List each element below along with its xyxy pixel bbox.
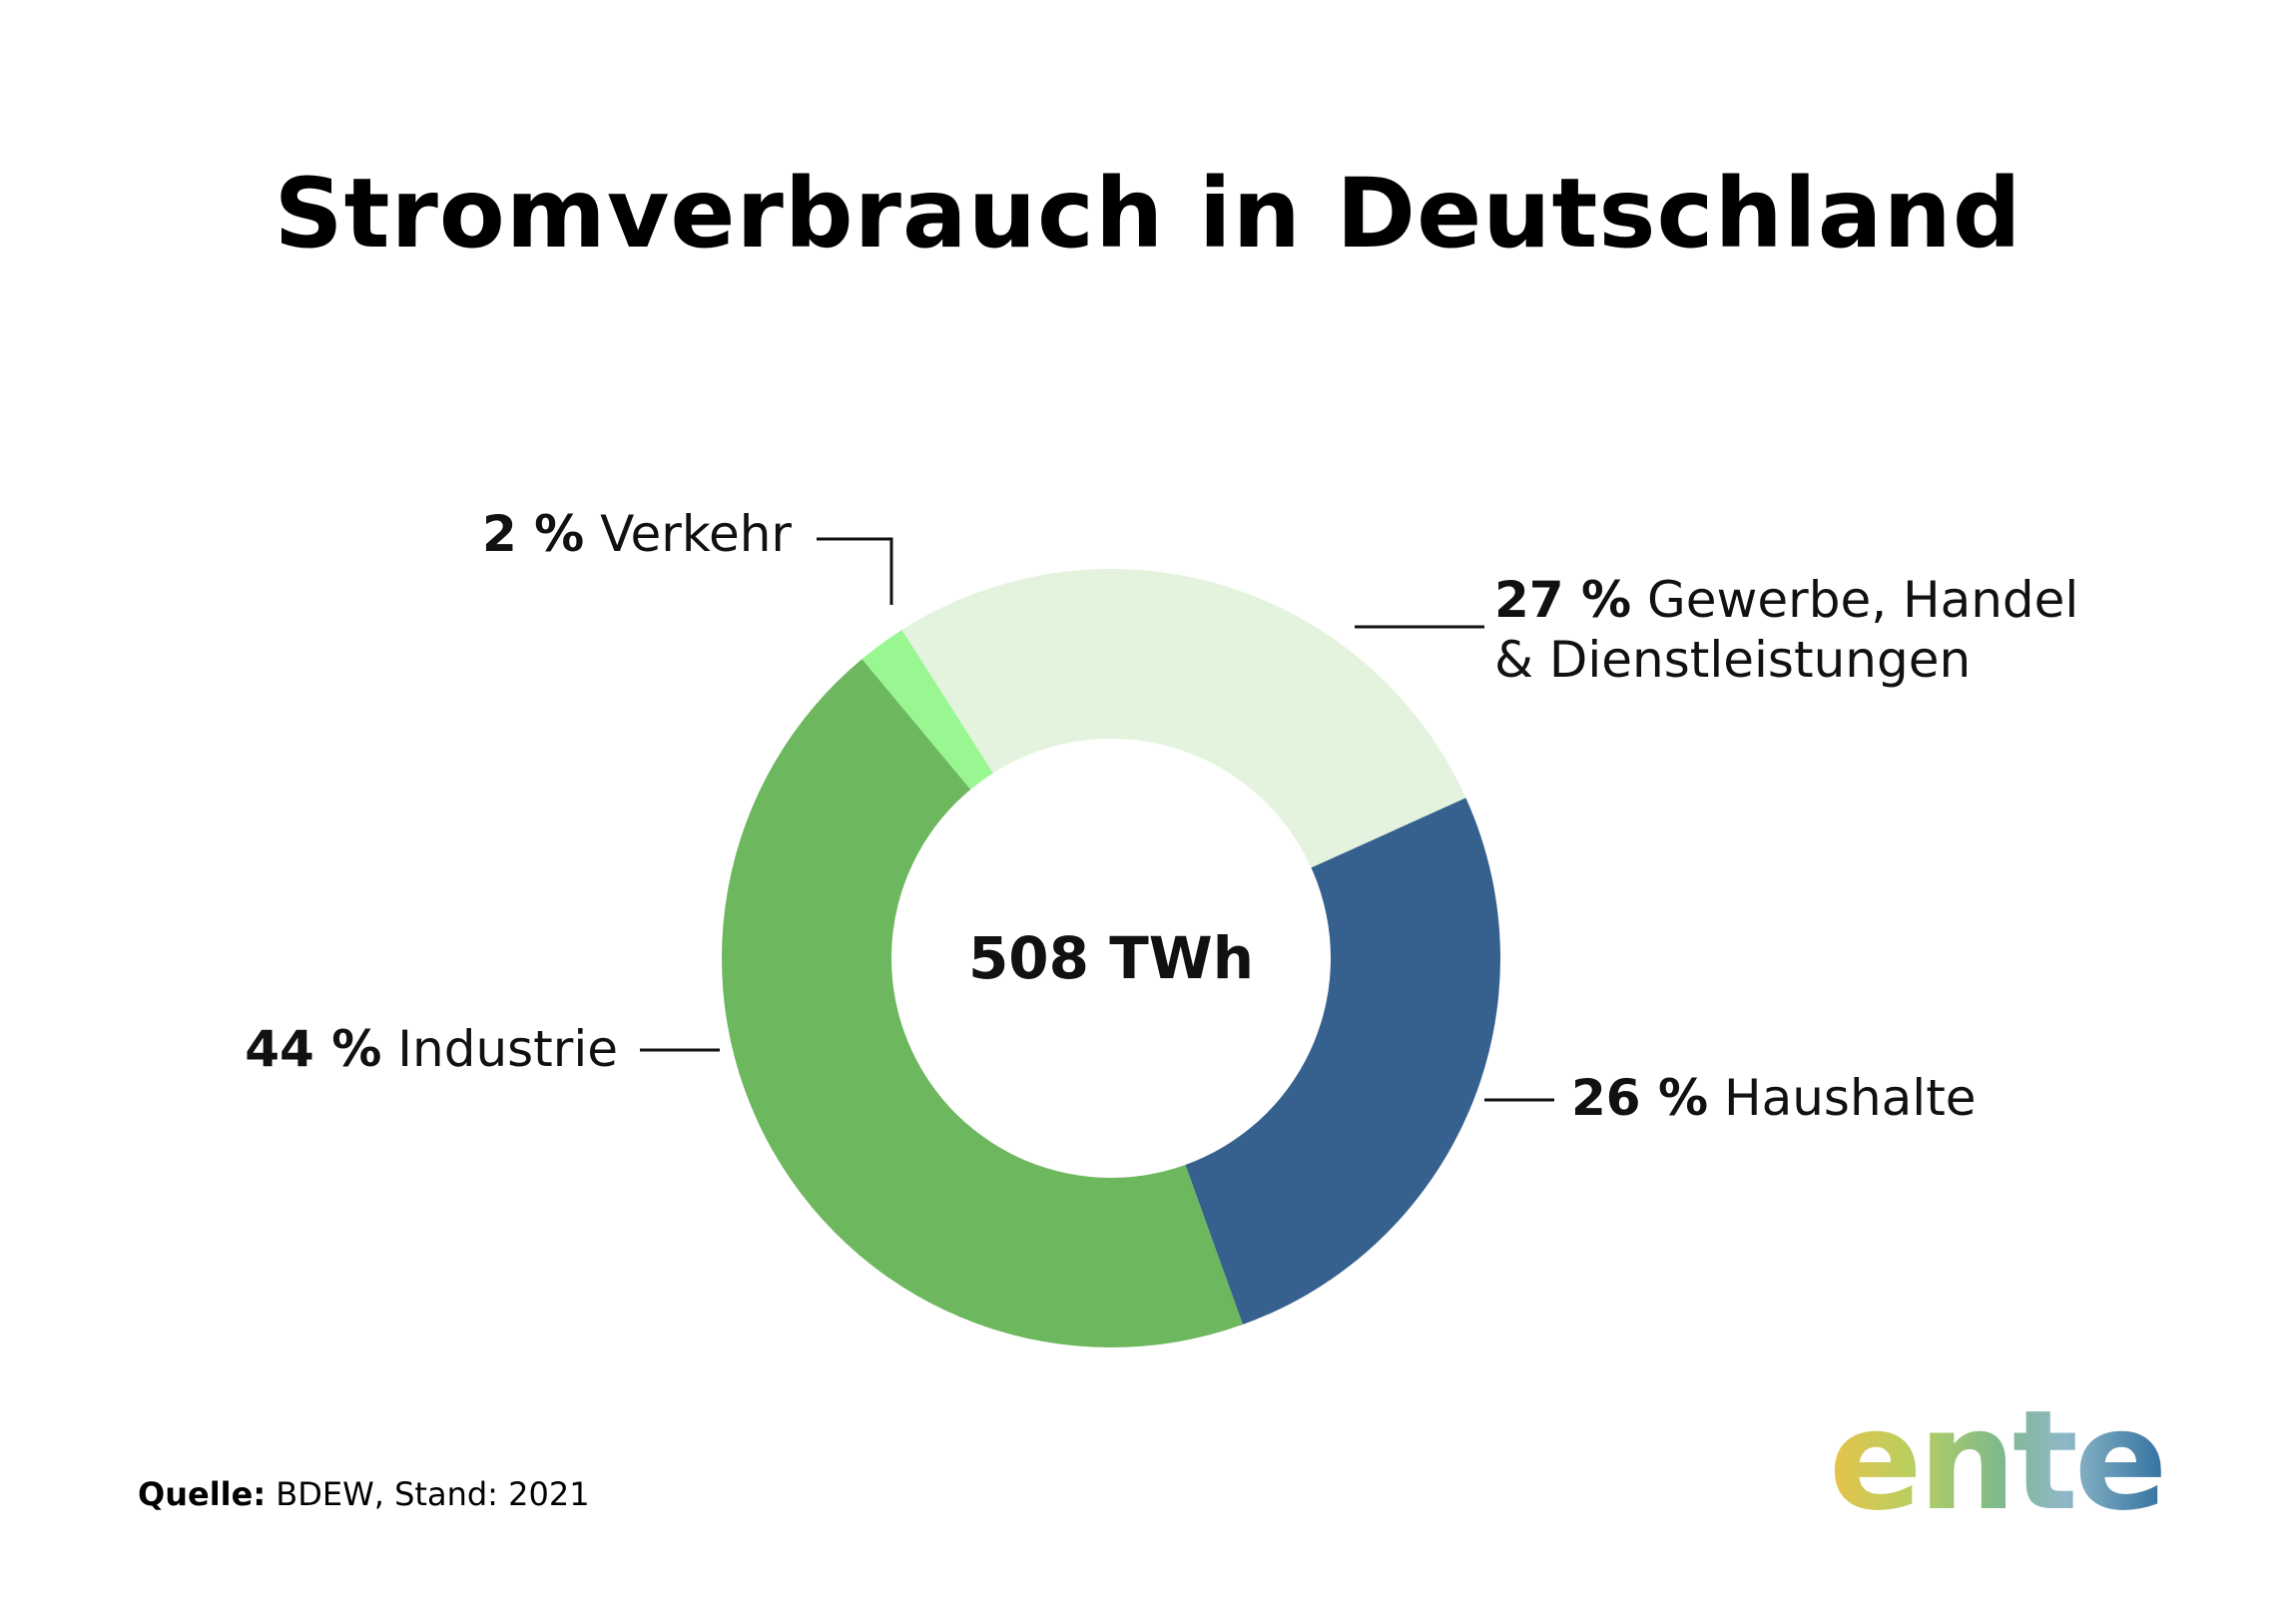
label-verkehr: 2 % Verkehr xyxy=(482,505,792,563)
label-industrie-name: Industrie xyxy=(397,1020,618,1078)
label-haushalte-pct: 26 % xyxy=(1571,1069,1708,1127)
source-note: Quelle: BDEW, Stand: 2021 xyxy=(138,1475,590,1513)
label-industrie: 44 % Industrie xyxy=(245,1020,618,1078)
label-industrie-pct: 44 % xyxy=(245,1020,381,1078)
label-gewerbe-name-1: Gewerbe, Handel xyxy=(1647,571,2078,629)
label-verkehr-name: Verkehr xyxy=(600,505,792,563)
leader-line-verkehr xyxy=(817,537,893,605)
label-verkehr-pct: 2 % xyxy=(482,505,584,563)
enter-logo: enter xyxy=(1829,1380,2231,1541)
label-gewerbe: 27 % Gewerbe, Handel xyxy=(1494,571,2078,629)
label-gewerbe-pct: 27 % xyxy=(1494,571,1631,629)
chart-title: Stromverbrauch in Deutschland xyxy=(274,158,2022,269)
source-label: Quelle: xyxy=(138,1475,267,1513)
donut-hole xyxy=(891,739,1331,1178)
source-text: BDEW, Stand: 2021 xyxy=(276,1475,590,1513)
center-label: 508 TWh xyxy=(968,924,1254,992)
label-gewerbe-line2: & Dienstleistungen xyxy=(1494,631,1971,689)
label-haushalte-name: Haushalte xyxy=(1724,1069,1977,1127)
label-haushalte: 26 % Haushalte xyxy=(1571,1069,1977,1127)
